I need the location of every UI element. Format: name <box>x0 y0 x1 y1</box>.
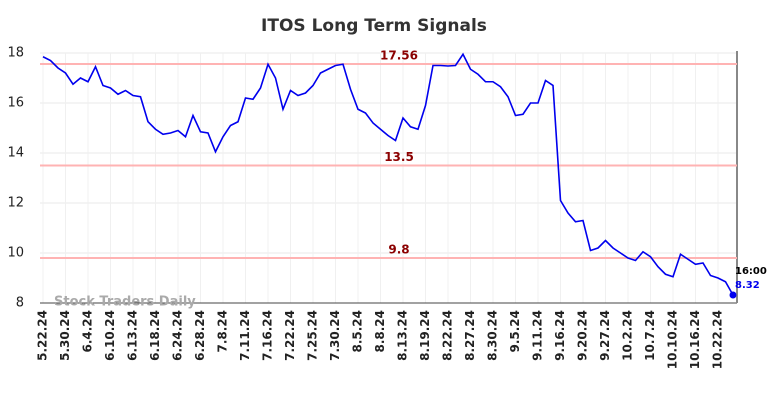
x-tick-label: 7.22.24 <box>283 310 297 361</box>
last-point <box>729 291 737 299</box>
x-tick-label: 9.20.24 <box>576 310 590 361</box>
reference-label: 17.56 <box>380 49 418 63</box>
x-tick-label: 10.10.24 <box>666 310 680 369</box>
watermark: Stock Traders Daily <box>54 295 196 310</box>
y-tick-label: 16 <box>7 96 24 111</box>
y-tick-label: 10 <box>7 246 24 261</box>
x-tick-label: 6.24.24 <box>171 310 185 361</box>
x-tick-label: 6.18.24 <box>148 310 162 361</box>
x-tick-label: 7.11.24 <box>238 310 252 361</box>
chart-title: ITOS Long Term Signals <box>261 16 487 36</box>
x-tick-label: 9.5.24 <box>508 310 522 353</box>
y-tick-label: 12 <box>7 196 24 211</box>
x-tick-label: 7.8.24 <box>216 310 230 353</box>
x-tick-label: 6.10.24 <box>103 310 117 361</box>
y-tick-label: 18 <box>7 46 24 61</box>
last-time-label: 16:00 <box>735 266 767 277</box>
y-tick-label: 14 <box>7 146 24 161</box>
x-tick-label: 10.22.24 <box>711 310 725 369</box>
x-tick-label: 6.13.24 <box>126 310 140 361</box>
x-tick-label: 8.8.24 <box>373 310 387 353</box>
x-tick-label: 8.13.24 <box>396 310 410 361</box>
x-tick-label: 6.4.24 <box>81 310 95 353</box>
line <box>42 52 734 296</box>
x-tick-label: 6.28.24 <box>193 310 207 361</box>
x-tick-label: 8.27.24 <box>463 310 477 361</box>
last-value-label: 8.32 <box>735 280 760 291</box>
x-tick-label: 8.5.24 <box>351 310 365 353</box>
x-tick-label: 9.27.24 <box>598 310 612 361</box>
x-tick-label: 5.22.24 <box>36 310 50 361</box>
reference-label: 9.8 <box>388 243 409 257</box>
x-tick-label: 8.30.24 <box>486 310 500 361</box>
x-tick-label: 10.2.24 <box>621 310 635 361</box>
x-tick-label: 7.16.24 <box>261 310 275 361</box>
y-tick-label: 8 <box>16 296 24 311</box>
x-tick-label: 9.16.24 <box>553 310 567 361</box>
x-tick-label: 9.11.24 <box>531 310 545 361</box>
x-tick-label: 8.22.24 <box>441 310 455 361</box>
x-tick-label: 7.30.24 <box>328 310 342 361</box>
x-tick-label: 10.7.24 <box>643 310 657 361</box>
x-tick-label: 8.19.24 <box>418 310 432 361</box>
x-tick-label: 5.30.24 <box>58 310 72 361</box>
x-tick-label: 7.25.24 <box>306 310 320 361</box>
reference-label: 13.5 <box>384 150 414 164</box>
x-tick-label: 10.16.24 <box>688 310 702 369</box>
